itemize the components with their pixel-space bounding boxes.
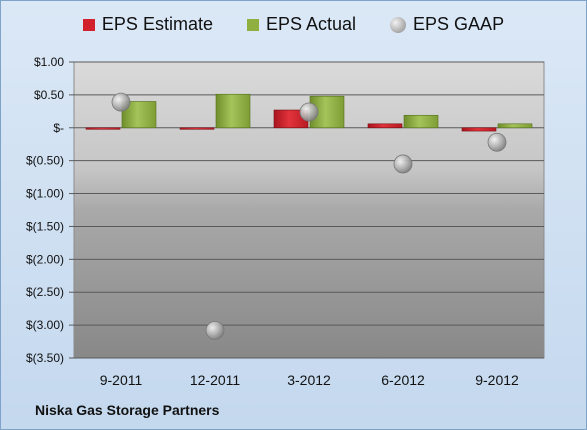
y-tick-label: $(1.00) — [26, 187, 64, 201]
marker-eps-gaap — [111, 92, 131, 112]
x-tick-label: 6-2012 — [381, 372, 425, 388]
y-tick-label: $(0.50) — [26, 154, 64, 168]
marker-eps-gaap — [205, 320, 225, 340]
marker-eps-gaap — [393, 154, 413, 174]
bar-eps-actual — [215, 93, 251, 129]
y-tick-label: $(1.50) — [26, 219, 64, 233]
y-tick-label: $1.00 — [34, 55, 64, 69]
x-tick-label: 9-2012 — [475, 372, 519, 388]
legend-label-eps-estimate: EPS Estimate — [101, 14, 213, 34]
marker-eps-gaap — [487, 132, 507, 152]
legend-item-eps-estimate: EPS Estimate — [82, 14, 213, 35]
y-tick-label: $(2.50) — [26, 285, 64, 299]
bar-eps-estimate — [461, 127, 497, 132]
legend: EPS Estimate EPS Actual EPS GAAP — [0, 14, 587, 35]
x-tick-label: 12-2011 — [190, 372, 241, 388]
y-tick-label: $(2.00) — [26, 252, 64, 266]
legend-item-eps-actual: EPS Actual — [246, 14, 357, 35]
company-name: Niska Gas Storage Partners — [35, 402, 220, 418]
x-tick-label: 9-2011 — [100, 372, 143, 388]
y-tick-label: $(3.00) — [26, 318, 64, 332]
bar-eps-estimate — [367, 123, 403, 129]
y-tick-label: $(3.50) — [26, 351, 64, 365]
y-tick-label: $0.50 — [34, 88, 64, 102]
marker-eps-gaap — [299, 102, 319, 122]
bar-eps-actual — [403, 114, 439, 129]
legend-label-eps-actual: EPS Actual — [265, 14, 357, 34]
legend-swatch-eps-estimate — [82, 18, 95, 31]
bar-eps-actual — [497, 123, 533, 129]
x-tick-label: 3-2012 — [287, 372, 331, 388]
legend-swatch-eps-actual — [246, 18, 259, 31]
legend-label-eps-gaap: EPS GAAP — [413, 14, 505, 34]
legend-swatch-eps-gaap — [390, 16, 407, 33]
bar-eps-estimate — [179, 127, 215, 130]
bar-eps-estimate — [85, 127, 121, 130]
legend-item-eps-gaap: EPS GAAP — [390, 14, 504, 35]
y-tick-label: $- — [53, 121, 64, 135]
